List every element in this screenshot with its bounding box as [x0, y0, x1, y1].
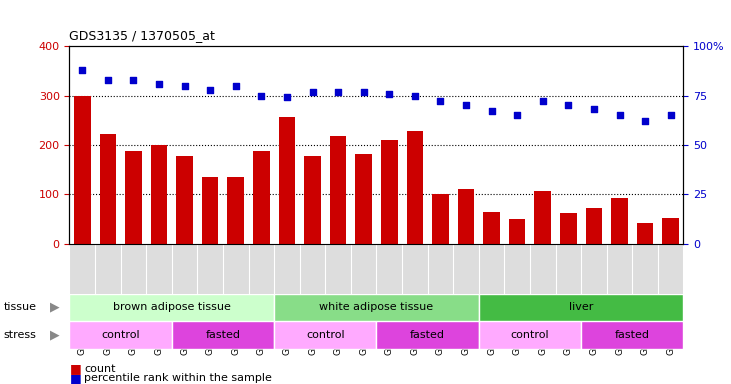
- Point: [511, 112, 523, 118]
- Bar: [304, 156, 321, 244]
- Bar: [125, 151, 142, 244]
- Bar: [274, 294, 479, 321]
- Point: [154, 81, 165, 87]
- Bar: [637, 223, 654, 244]
- Bar: [274, 321, 376, 349]
- Text: fasted: fasted: [205, 330, 240, 340]
- Text: brown adipose tissue: brown adipose tissue: [113, 302, 231, 312]
- Point: [77, 67, 88, 73]
- Text: GDS3135 / 1370505_at: GDS3135 / 1370505_at: [69, 29, 216, 42]
- Bar: [279, 117, 295, 244]
- Point: [614, 112, 626, 118]
- Text: ■: ■: [69, 362, 81, 375]
- Bar: [381, 140, 398, 244]
- Text: ▶: ▶: [50, 329, 59, 341]
- Text: count: count: [84, 364, 115, 374]
- Bar: [458, 189, 474, 244]
- Point: [383, 91, 395, 97]
- Bar: [560, 213, 577, 244]
- Point: [434, 98, 446, 104]
- Bar: [172, 321, 274, 349]
- Text: tissue: tissue: [4, 302, 37, 312]
- Point: [537, 98, 548, 104]
- Bar: [330, 136, 346, 244]
- Text: control: control: [102, 330, 140, 340]
- Bar: [509, 219, 526, 244]
- Bar: [376, 321, 479, 349]
- Bar: [202, 177, 219, 244]
- Text: ■: ■: [69, 372, 81, 384]
- Point: [485, 108, 497, 114]
- Point: [664, 112, 676, 118]
- Point: [307, 88, 319, 94]
- Point: [127, 77, 139, 83]
- Point: [256, 93, 268, 99]
- Bar: [176, 156, 193, 244]
- Text: ▶: ▶: [50, 301, 59, 314]
- Bar: [479, 294, 683, 321]
- Bar: [69, 294, 274, 321]
- Point: [357, 88, 369, 94]
- Bar: [483, 212, 500, 244]
- Point: [204, 86, 216, 93]
- Point: [409, 93, 421, 99]
- Point: [332, 88, 344, 94]
- Point: [588, 106, 599, 113]
- Bar: [406, 131, 423, 244]
- Text: control: control: [511, 330, 549, 340]
- Text: fasted: fasted: [410, 330, 445, 340]
- Bar: [432, 194, 449, 244]
- Point: [281, 94, 292, 101]
- Bar: [662, 218, 679, 244]
- Bar: [581, 321, 683, 349]
- Point: [178, 83, 190, 89]
- Bar: [69, 321, 172, 349]
- Text: white adipose tissue: white adipose tissue: [319, 302, 433, 312]
- Bar: [479, 321, 581, 349]
- Bar: [586, 208, 602, 244]
- Bar: [227, 177, 244, 244]
- Text: fasted: fasted: [615, 330, 650, 340]
- Text: percentile rank within the sample: percentile rank within the sample: [84, 373, 272, 383]
- Point: [563, 103, 575, 109]
- Bar: [74, 96, 91, 244]
- Bar: [253, 151, 270, 244]
- Bar: [151, 145, 167, 244]
- Bar: [611, 198, 628, 244]
- Point: [102, 77, 114, 83]
- Point: [230, 83, 241, 89]
- Text: stress: stress: [4, 330, 37, 340]
- Bar: [99, 134, 116, 244]
- Text: control: control: [306, 330, 344, 340]
- Point: [639, 118, 651, 124]
- Bar: [534, 191, 551, 244]
- Bar: [355, 154, 372, 244]
- Point: [461, 103, 472, 109]
- Text: liver: liver: [569, 302, 594, 312]
